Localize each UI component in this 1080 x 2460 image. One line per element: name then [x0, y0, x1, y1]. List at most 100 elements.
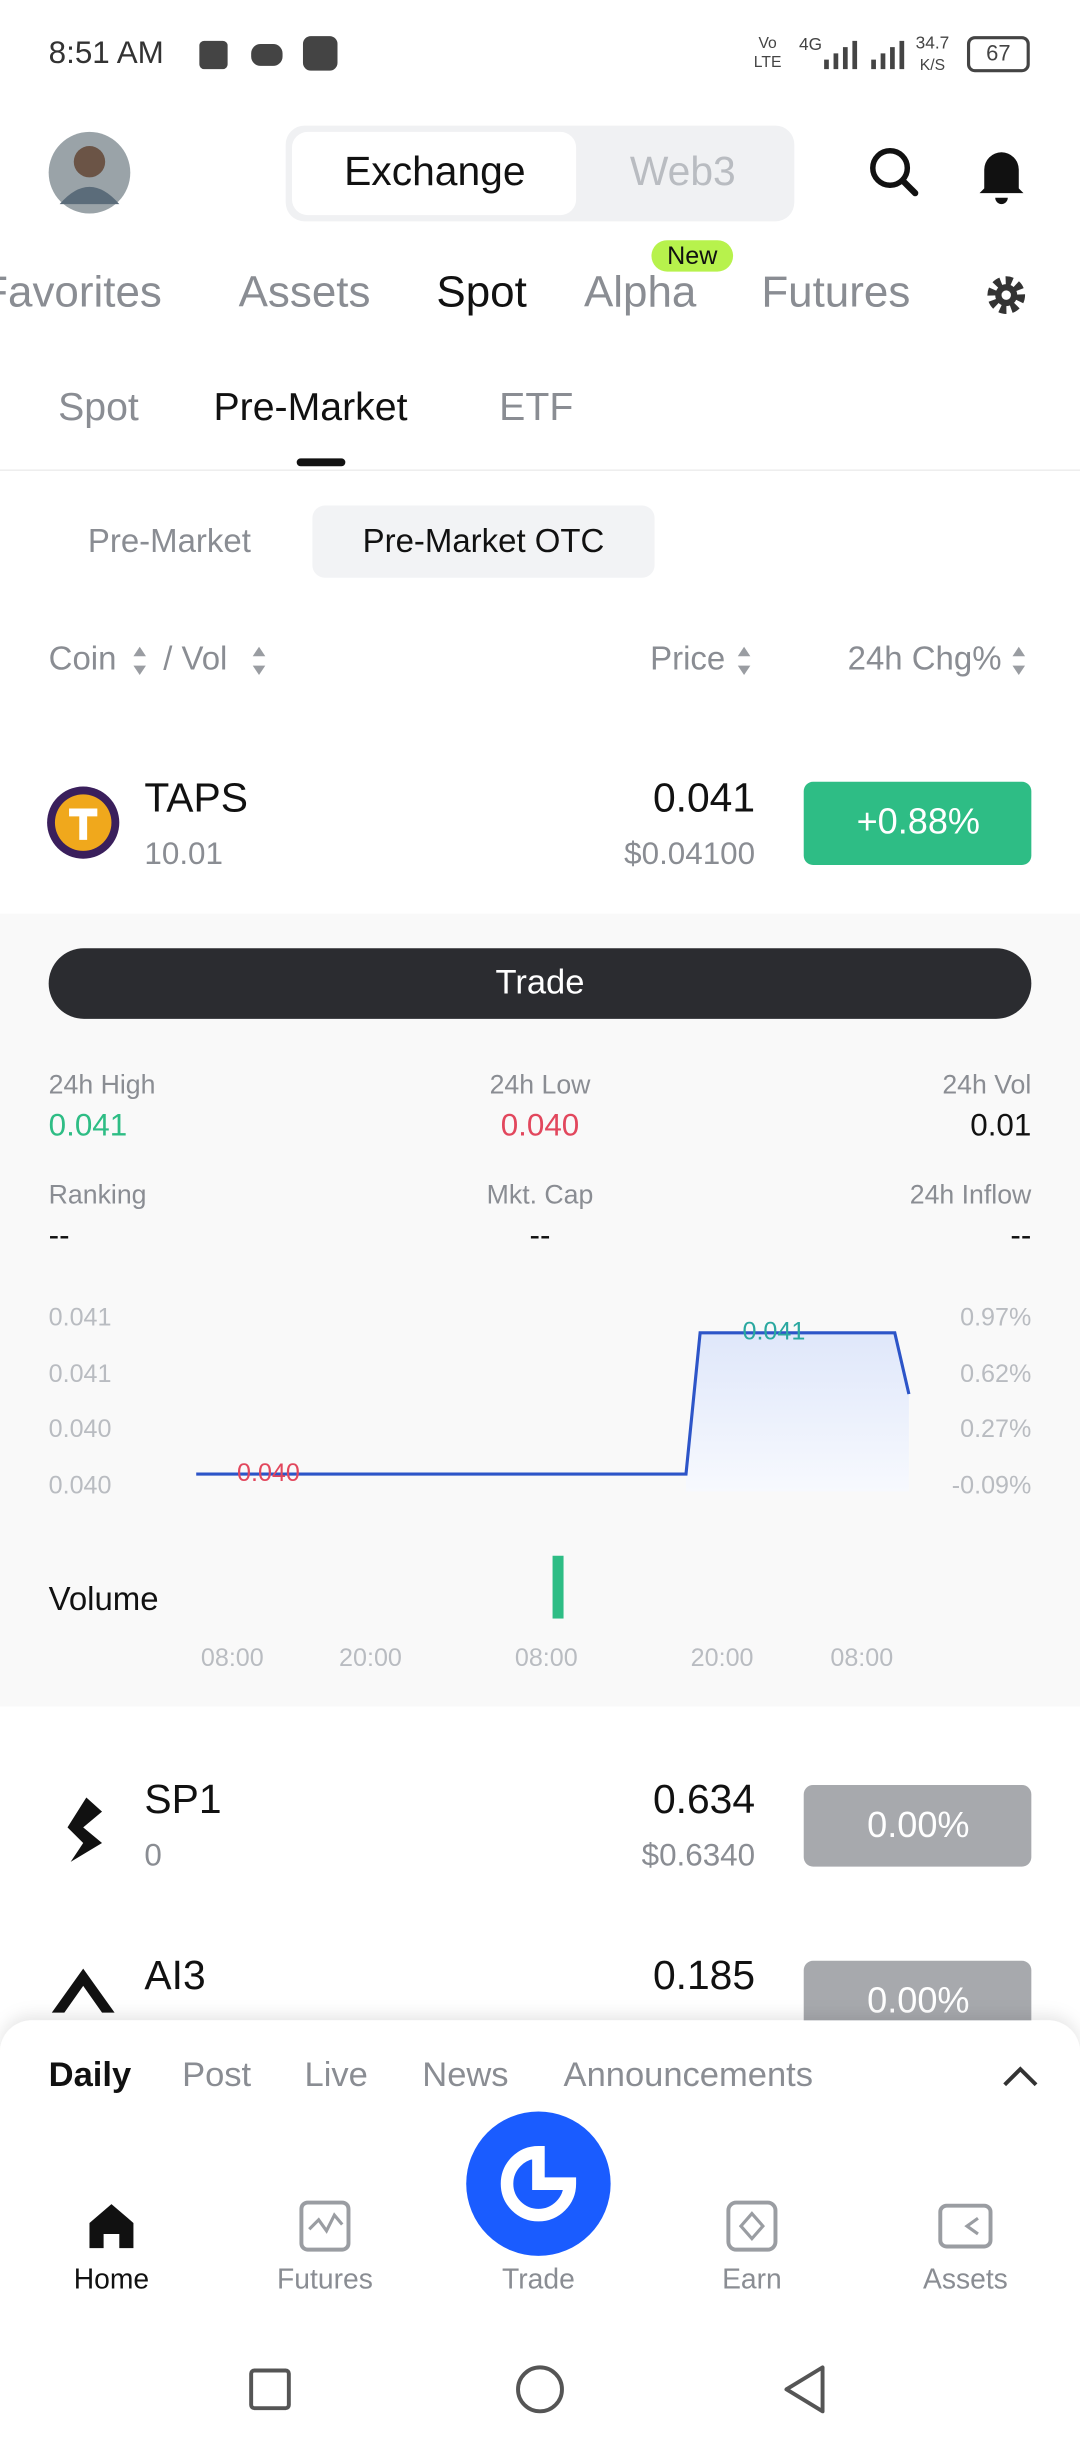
chart-axis-label: 0.040 — [49, 1415, 112, 1443]
bottom-nav-label[interactable]: Futures — [277, 2263, 373, 2295]
assets-icon[interactable] — [938, 2203, 993, 2249]
column-header[interactable]: Coin — [49, 640, 117, 677]
change-badge[interactable] — [803, 1784, 1032, 1867]
sort-arrows — [1012, 646, 1026, 676]
home-icon[interactable] — [89, 2204, 134, 2249]
status-icon — [302, 36, 338, 71]
coin-icon — [51, 1968, 115, 2013]
earn-icon[interactable] — [726, 2200, 778, 2252]
segment[interactable]: Pre-Market OTC — [363, 522, 605, 559]
search-icon[interactable] — [870, 147, 919, 197]
column-header[interactable]: Price — [650, 640, 725, 677]
change-badge[interactable] — [803, 781, 1032, 866]
stat-label: Mkt. Cap — [487, 1179, 594, 1209]
toggle-tab[interactable]: Web3 — [630, 148, 736, 194]
coin-usd: $0.04100 — [624, 836, 755, 871]
chart-area — [685, 1332, 909, 1492]
nav-tab[interactable]: Assets — [239, 268, 371, 317]
chart-low-label: 0.040 — [237, 1459, 300, 1487]
nav-tab[interactable]: Futures — [761, 268, 910, 317]
time-label: 20:00 — [339, 1644, 402, 1672]
new-badge — [651, 240, 734, 272]
speed: 34.7 — [916, 33, 950, 53]
volte: LTE — [754, 54, 782, 71]
stat-value: 0.041 — [49, 1107, 128, 1142]
sort-arrows — [133, 646, 146, 676]
stat-label: Ranking — [49, 1179, 147, 1209]
recents-button[interactable] — [249, 2368, 291, 2411]
trade-button[interactable] — [48, 948, 1032, 1019]
network: 4G — [799, 34, 822, 54]
sort-arrows — [737, 646, 751, 676]
volume-label: Volume — [49, 1580, 159, 1617]
feed-tab[interactable]: Announcements — [564, 2056, 813, 2094]
battery-level: 67 — [986, 41, 1010, 66]
bell-icon[interactable] — [979, 152, 1024, 205]
time-label: 08:00 — [201, 1644, 264, 1672]
coin-volume: 10.01 — [144, 836, 223, 871]
chart-axis-label: -0.09% — [952, 1471, 1032, 1499]
stat-label: 24h Low — [490, 1069, 592, 1099]
coin-icon — [47, 786, 120, 859]
coin-symbol[interactable]: AI3 — [144, 1952, 205, 1998]
stat-value: -- — [530, 1217, 551, 1252]
battery — [966, 36, 1030, 73]
avatar-body — [59, 186, 120, 205]
feed-tab[interactable]: Daily — [49, 2056, 132, 2094]
settings-icon[interactable] — [987, 276, 1026, 314]
change-text: +0.88% — [857, 801, 980, 842]
nav-tab[interactable]: Alpha — [584, 268, 697, 317]
stat-value: -- — [49, 1217, 70, 1252]
divider — [0, 469, 1080, 471]
stat-label: 24h High — [49, 1069, 156, 1099]
feed-tab[interactable]: Post — [182, 2056, 251, 2094]
chart-axis-label: 0.040 — [49, 1471, 112, 1499]
coin-price: 0.185 — [653, 1952, 755, 1998]
coin-symbol[interactable]: SP1 — [144, 1776, 221, 1822]
bottom-nav-label[interactable]: Home — [74, 2263, 149, 2295]
stat-value: 0.01 — [970, 1107, 1031, 1142]
column-header[interactable]: / Vol — [163, 640, 227, 677]
bottom-nav-label[interactable]: Trade — [502, 2263, 575, 2295]
column-header[interactable]: 24h Chg% — [848, 640, 1002, 677]
futures-icon[interactable] — [299, 2200, 351, 2252]
signal — [824, 40, 905, 70]
home-button[interactable] — [516, 2365, 564, 2414]
change-text: 0.00% — [867, 1980, 969, 2021]
chart-line — [196, 1331, 911, 1476]
segment[interactable]: Pre-Market — [88, 522, 251, 559]
nav-tab[interactable]: Favorites — [0, 268, 162, 317]
status-time: 8:51 AM — [49, 35, 164, 70]
nav-tab[interactable]: Spot — [436, 268, 526, 317]
coin-volume: 0 — [144, 1837, 161, 1872]
bottom-nav-label[interactable]: Assets — [923, 2263, 1008, 2295]
feed-tab[interactable]: Live — [305, 2056, 368, 2094]
toggle-tab[interactable]: Exchange — [344, 148, 525, 194]
back-button[interactable] — [784, 2365, 825, 2414]
status-icon — [199, 40, 228, 70]
chart-axis-label: 0.27% — [960, 1415, 1031, 1443]
sub-tab[interactable]: ETF — [499, 385, 573, 429]
segment-active — [312, 505, 655, 578]
volume-bar — [552, 1555, 564, 1619]
stat-value: -- — [1010, 1217, 1031, 1252]
sort-arrows — [252, 646, 266, 676]
trade-button-text: Trade — [496, 963, 585, 1001]
sub-tab[interactable]: Spot — [58, 385, 139, 429]
feed-tab[interactable]: News — [422, 2056, 508, 2094]
bottom-nav-label[interactable]: Earn — [722, 2263, 782, 2295]
trade-logo — [500, 2146, 577, 2222]
time-label: 08:00 — [830, 1644, 893, 1672]
coin-icon — [67, 1797, 103, 1862]
status-icon — [251, 43, 283, 66]
expand-chevron[interactable] — [1003, 2066, 1038, 2087]
exchange-toggle-active — [291, 131, 577, 216]
time-label: 08:00 — [515, 1644, 578, 1672]
chart-axis-label: 0.041 — [49, 1360, 112, 1388]
chart-axis-label: 0.97% — [960, 1303, 1031, 1331]
coin-symbol[interactable]: TAPS — [144, 774, 248, 820]
detail-panel — [0, 913, 1080, 1707]
sub-tab[interactable]: Pre-Market — [213, 385, 407, 429]
